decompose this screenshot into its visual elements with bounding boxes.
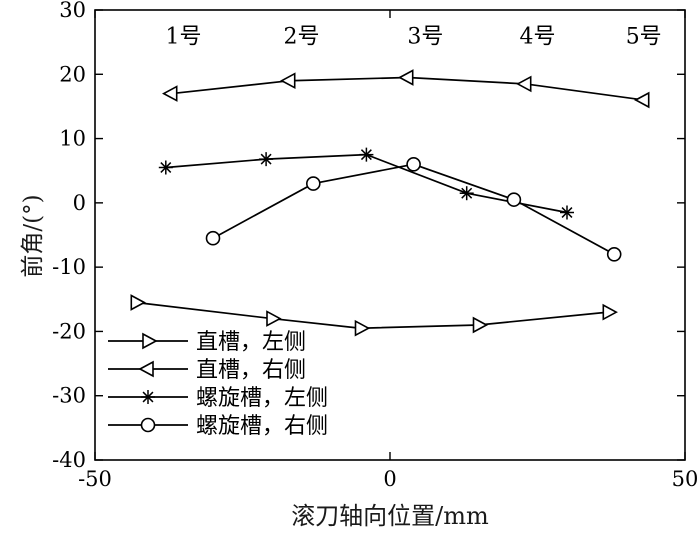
marker-circle [205,230,221,246]
series-1 [162,69,650,109]
marker-triangle-right [130,294,146,311]
legend-label: 螺旋槽，左侧 [196,386,328,411]
y-tick-label: 30 [59,0,86,22]
series-2 [158,147,574,220]
x-tick-label: -50 [78,467,112,491]
marker-asterisk [560,205,574,220]
y-tick-label: -30 [52,384,86,408]
annotation-label: 3号 [407,25,443,50]
marker-asterisk [459,186,474,201]
annotation-label: 4号 [520,25,556,50]
annotation-label: 5号 [626,25,662,50]
marker-circle [506,192,522,207]
y-tick-label: 20 [59,62,86,86]
series-3 [205,156,622,262]
marker-asterisk [359,147,374,162]
annotation-label: 2号 [284,25,320,50]
marker-triangle-left [162,85,178,102]
y-axis-label: 前角/(°) [20,194,46,278]
x-tick-label: 0 [383,467,396,491]
marker-triangle-right [142,332,158,350]
marker-triangle-left [516,75,532,93]
marker-asterisk [259,152,274,167]
marker-triangle-left [398,69,414,86]
y-tick-label: -20 [52,319,86,343]
marker-triangle-right [266,310,282,327]
marker-asterisk [141,390,155,404]
y-tick-label: -10 [52,255,86,279]
series-0 [130,294,618,337]
marker-circle [140,417,156,433]
y-tick-label: -40 [52,448,86,472]
y-tick-label: 0 [73,191,86,215]
marker-triangle-right [602,303,618,321]
marker-triangle-left [634,91,650,109]
marker-triangle-left [280,72,296,90]
annotation-label: 1号 [166,25,202,50]
marker-circle [406,156,421,172]
marker-circle [305,176,321,191]
legend-label: 螺旋槽，右侧 [196,414,328,439]
marker-triangle-left [138,360,154,378]
legend-label: 直槽，右侧 [196,358,306,383]
y-tick-label: 10 [59,127,86,151]
marker-triangle-right [472,316,489,334]
legend-label: 直槽，左侧 [196,330,306,355]
x-tick-label: 50 [672,467,699,491]
marker-circle [606,246,622,262]
x-axis-label: 滚刀轴向位置/mm [291,502,489,530]
plot-border [94,9,686,461]
marker-asterisk [158,160,173,175]
marker-triangle-right [354,319,371,337]
